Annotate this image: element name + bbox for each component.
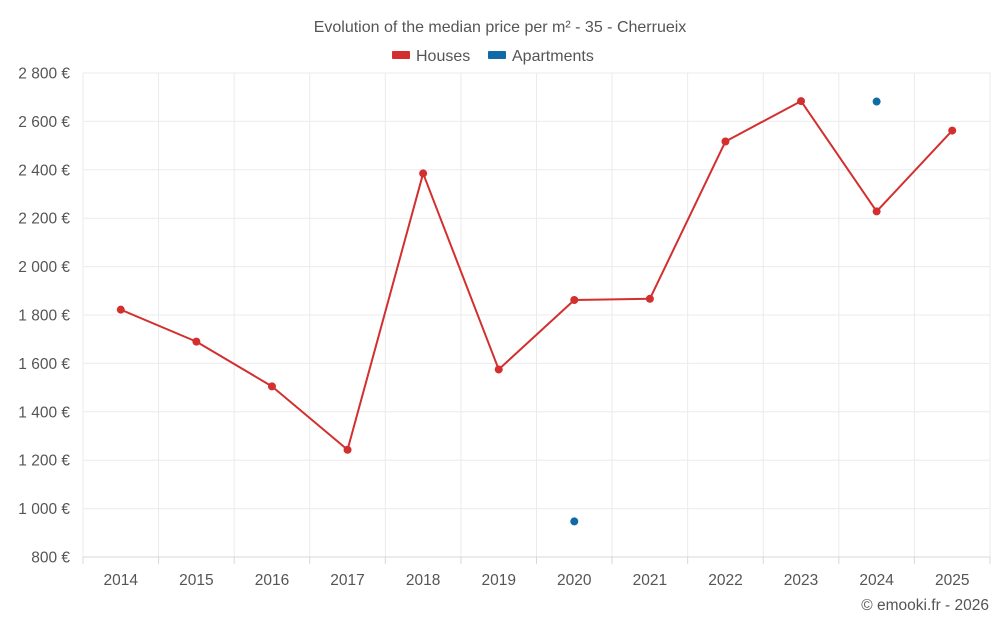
y-tick-label: 1 600 € [18,356,70,373]
y-tick-label: 800 € [31,550,70,567]
x-tick-label: 2019 [481,572,515,589]
y-tick-label: 1 800 € [18,308,70,325]
series-line-houses [120,100,953,451]
y-tick-label: 2 000 € [18,259,70,276]
legend-swatch-houses [392,51,410,59]
x-tick-label: 2023 [784,572,818,589]
x-tick-label: 2022 [708,572,742,589]
data-point-houses[interactable] [267,382,276,391]
series-houses [116,97,957,454]
y-tick-label: 2 200 € [18,211,70,228]
y-axis: 800 € 1 000 € 1 200 € 1 400 € 1 600 € 1 800 €… [18,66,70,567]
x-tick-label: 2020 [557,572,592,589]
legend-label-apartments: Apartments [512,48,594,65]
data-point-apartments[interactable] [872,97,881,106]
x-tick-label: 2018 [406,572,440,589]
x-tick-label: 2017 [330,572,364,589]
x-axis: 2014 2015 2016 2017 2018 2019 2020 2021 2022 2023… [82,556,991,589]
y-tick-label: 2 800 € [18,66,70,83]
data-point-houses[interactable] [419,169,428,178]
data-point-houses[interactable] [116,305,125,314]
series-apartments [570,97,881,526]
chart-title: Evolution of the median price per m² - 3… [314,19,687,36]
legend-label-houses: Houses [416,48,470,65]
y-tick-label: 2 400 € [18,162,70,179]
legend: Houses Apartments [392,48,594,65]
data-point-houses[interactable] [494,365,503,374]
grid [82,72,991,558]
x-tick-label: 2024 [859,572,894,589]
data-point-houses[interactable] [645,294,654,303]
copyright-text: © emooki.fr - 2026 [861,597,989,614]
data-point-houses[interactable] [343,445,352,454]
x-tick-label: 2015 [179,572,213,589]
y-tick-label: 1 000 € [18,501,70,518]
y-tick-label: 1 200 € [18,453,70,470]
data-point-houses[interactable] [721,137,730,146]
y-tick-label: 2 600 € [18,114,70,131]
x-tick-label: 2016 [255,572,289,589]
x-tick-label: 2021 [633,572,667,589]
x-tick-label: 2014 [104,572,139,589]
x-tick-label: 2025 [935,572,969,589]
plot-area [116,97,957,526]
legend-item-apartments[interactable]: Apartments [488,48,594,65]
data-point-houses[interactable] [948,126,957,135]
data-point-houses[interactable] [797,97,806,106]
data-point-houses[interactable] [570,295,579,304]
data-point-houses[interactable] [192,337,201,346]
legend-item-houses[interactable]: Houses [392,48,470,65]
data-point-apartments[interactable] [570,517,579,526]
y-tick-label: 1 400 € [18,404,70,421]
data-point-houses[interactable] [872,207,881,216]
legend-swatch-apartments [488,51,506,59]
